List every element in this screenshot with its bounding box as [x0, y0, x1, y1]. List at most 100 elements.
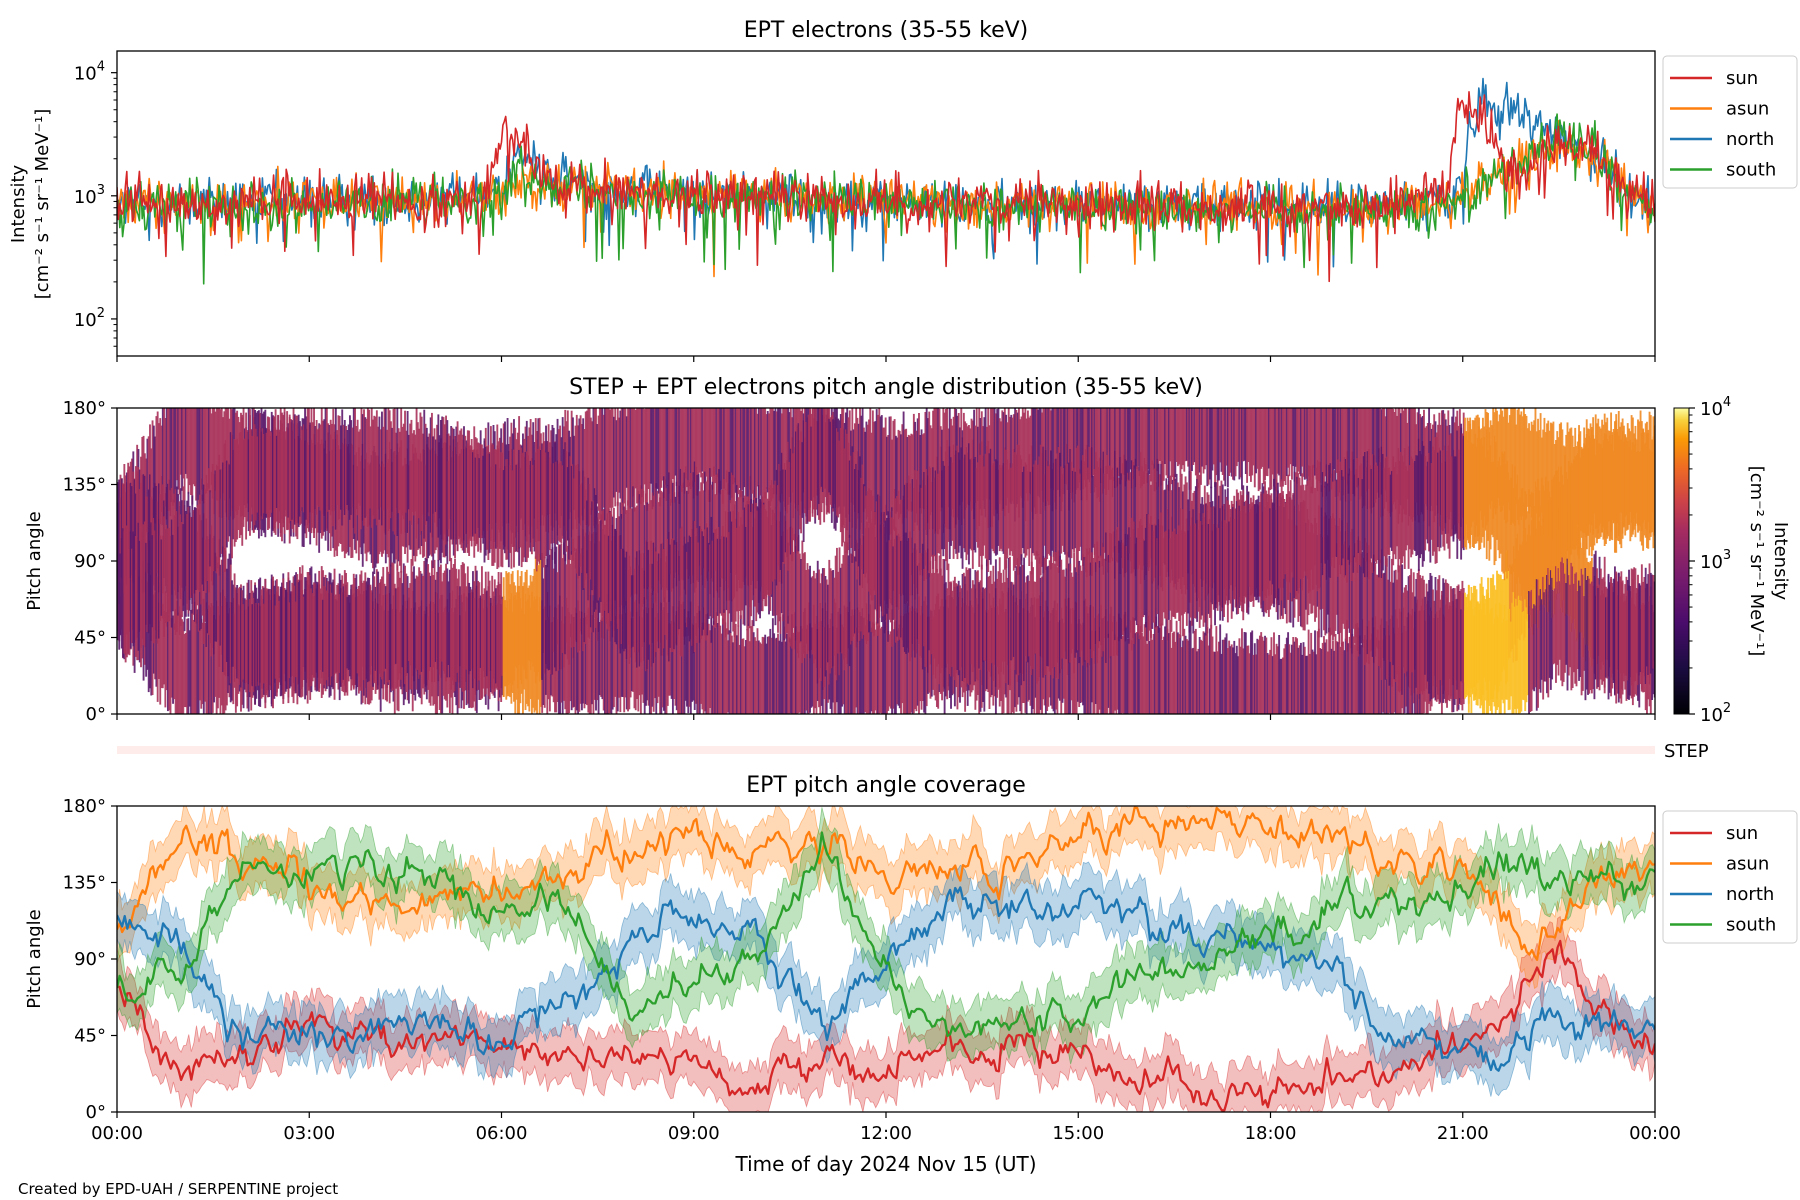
pad-cell: [600, 619, 603, 697]
pad-cell: [323, 419, 326, 516]
pad-cell: [1455, 456, 1457, 534]
pad-cell: [1498, 457, 1501, 559]
pad-cell: [665, 555, 668, 640]
pad-cell: [1160, 623, 1163, 714]
pad-cell: [621, 548, 624, 649]
pad-cell: [709, 408, 712, 502]
pad-cell: [1324, 512, 1327, 636]
pad-cell: [578, 610, 581, 712]
pad-cell: [1474, 607, 1477, 698]
pad-cell: [288, 602, 291, 679]
pad-cell: [671, 482, 674, 589]
pad-cell: [1314, 487, 1316, 566]
pad-cell: [923, 472, 926, 581]
pad-cell: [870, 432, 873, 512]
pad-cell: [393, 587, 396, 665]
pad-cell: [561, 558, 564, 653]
pad-cell: [315, 420, 318, 515]
pad-cell: [725, 628, 728, 714]
pad-cell: [1347, 643, 1350, 714]
pad-cell: [1092, 606, 1095, 714]
pad-cell: [1279, 408, 1282, 487]
pad-cell: [455, 426, 458, 545]
pad-cell: [477, 442, 480, 552]
pad-cell: [856, 607, 859, 714]
pad-cell: [1297, 408, 1300, 472]
pad-cell: [812, 408, 815, 510]
pad-cell: [1157, 408, 1160, 487]
pad-cell: [795, 431, 797, 553]
pad-cell: [1501, 451, 1504, 572]
pad-cell: [1351, 451, 1354, 581]
pad-cell: [830, 570, 833, 669]
pad-cell: [1407, 446, 1410, 569]
pad-cell: [1229, 408, 1232, 473]
pad-cell: [1311, 408, 1314, 494]
pad-cell: [1247, 491, 1250, 615]
pad-cell: [911, 434, 914, 511]
pad-cell: [149, 540, 151, 624]
pad-cell: [569, 563, 572, 638]
pad-cell: [1037, 409, 1040, 497]
pad-cell: [689, 473, 692, 584]
coverage-x-tick-label: 00:00: [1629, 1123, 1681, 1144]
pad-cell: [123, 464, 126, 594]
pad-cell: [1121, 636, 1124, 714]
pad-cell: [1649, 450, 1652, 533]
pad-cell: [824, 576, 827, 677]
pad-cell: [596, 617, 599, 701]
pad-cell: [1384, 416, 1387, 491]
pad-cell: [1310, 408, 1313, 494]
pad-cell: [274, 409, 277, 535]
pad-cell: [1271, 656, 1274, 714]
pad-cell: [1430, 463, 1433, 540]
pad-cell: [1355, 469, 1357, 563]
pad-cell: [1549, 422, 1552, 537]
pad-cell: [383, 408, 386, 533]
pad-cell: [1382, 454, 1384, 571]
pad-cell: [1061, 618, 1064, 703]
pad-cell: [488, 453, 491, 553]
pad-cell: [1507, 472, 1510, 571]
pad-cell: [1399, 567, 1402, 692]
pad-cell: [1567, 431, 1570, 543]
pad-cell: [994, 459, 997, 556]
pad-cell: [748, 408, 751, 490]
pad-cell: [873, 511, 876, 591]
pad-cell: [579, 618, 582, 704]
pad-cell: [727, 512, 729, 635]
pad-cell: [1225, 633, 1228, 714]
pad-cell: [1052, 462, 1055, 557]
pad-cell: [201, 622, 204, 705]
pad-cell: [1047, 408, 1050, 506]
pad-cell: [947, 563, 950, 691]
pad-cell: [1052, 552, 1055, 679]
pad-cell: [816, 408, 819, 516]
pad-cell: [364, 417, 367, 518]
pad-cell: [325, 590, 328, 681]
pad-cell: [1599, 595, 1602, 680]
pad-cell: [692, 520, 695, 654]
pad-cell: [1055, 458, 1058, 562]
pad-cell: [586, 550, 588, 625]
pad-cell: [238, 586, 241, 685]
pad-cell: [571, 538, 574, 658]
pad-cell: [1115, 408, 1118, 488]
pad-cell: [910, 433, 913, 512]
pad-cell: [527, 587, 530, 660]
pad-cell: [291, 582, 294, 697]
pad-cell: [188, 408, 191, 486]
pad-cell: [700, 627, 703, 704]
pad-cell: [597, 512, 600, 601]
pad-cell: [675, 542, 678, 646]
pad-cell: [592, 408, 595, 526]
pad-cell: [764, 492, 767, 607]
pad-cell: [927, 548, 929, 673]
pad-cell: [1498, 414, 1501, 506]
pad-cell: [365, 418, 368, 517]
pad-cell: [1546, 423, 1548, 532]
pad-cell: [1430, 575, 1433, 700]
pad-cell: [232, 450, 235, 540]
pad-cell: [1297, 647, 1300, 714]
pad-cell: [1110, 408, 1113, 480]
